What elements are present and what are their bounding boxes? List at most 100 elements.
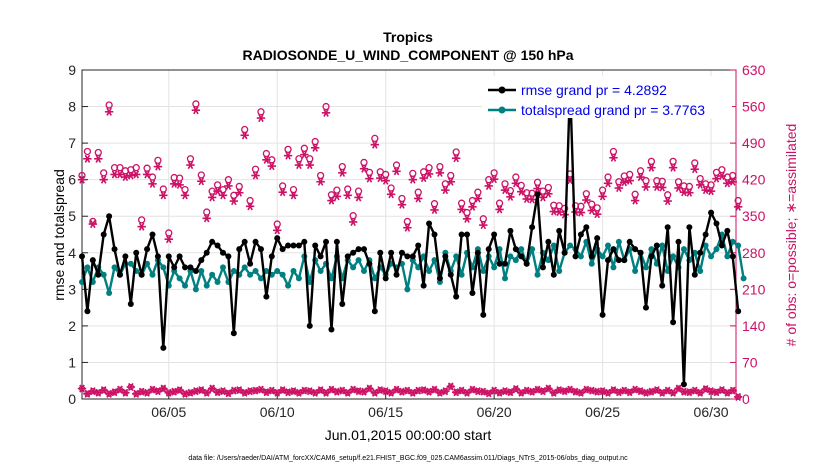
spread-point: [518, 246, 525, 253]
rmse-point: [675, 238, 682, 245]
obs-assimilated-point-stroke: [626, 176, 633, 185]
obs-possible-point: [284, 145, 292, 154]
obs-possible-point: [197, 171, 205, 179]
rmse-point: [518, 253, 525, 260]
obs-low-ring: [133, 390, 140, 397]
spread-point: [360, 268, 367, 275]
obs-assimilated-point: [169, 179, 179, 188]
obs-possible-point: [409, 169, 417, 178]
obs-assimilated-point: [479, 221, 488, 230]
obs-assimilated-point-stroke: [241, 131, 248, 140]
rmse-point: [219, 249, 226, 256]
rmse-point: [84, 308, 91, 315]
rmse-point: [621, 257, 628, 264]
obs-low-ring: [534, 386, 541, 393]
obs-assimilated-point: [424, 169, 434, 178]
obs-assimilated-point-stroke: [269, 162, 275, 171]
obs-possible-point: [224, 176, 233, 184]
obs-low-ring: [669, 389, 677, 396]
obs-assimilated-point-stroke: [567, 176, 573, 185]
obs-low-ring: [187, 389, 194, 396]
rmse-point: [501, 260, 508, 267]
obs-low-ring: [496, 389, 503, 396]
obs-possible-point: [544, 183, 553, 192]
obs-low-ring: [469, 386, 476, 393]
obs-assimilated-point: [495, 205, 504, 214]
obs-low-ring: [404, 387, 411, 394]
obs-low-ring: [729, 387, 736, 394]
obs-possible-point: [436, 162, 444, 171]
obs-assimilated-point-stroke: [317, 177, 324, 186]
obs-possible-point: [143, 164, 151, 172]
rmse-point: [469, 289, 476, 296]
obs-possible-point: [447, 171, 455, 180]
obs-assimilated-point: [262, 155, 271, 164]
obs-possible-point: [642, 177, 650, 185]
obs-possible-point: [582, 190, 590, 198]
obs-possible-point: [457, 199, 466, 207]
obs-assimilated-point: [386, 190, 396, 199]
obs-assimilated-point-stroke: [664, 197, 671, 206]
obs-possible-point: [691, 159, 699, 167]
rmse-point: [388, 249, 395, 256]
obs-assimilated-point-stroke: [382, 176, 389, 185]
obs-possible-point: [669, 157, 677, 166]
rmse-point: [545, 238, 552, 245]
spread-point: [371, 275, 378, 282]
obs-low-ring: [626, 389, 633, 396]
spread-point: [680, 246, 687, 253]
obs-low-ring: [279, 386, 286, 394]
obs-low-ring: [420, 386, 427, 394]
obs-assimilated-point-stroke: [442, 186, 449, 195]
rmse-point: [480, 311, 487, 318]
obs-assimilated-point: [316, 177, 325, 186]
obs-possible-point: [403, 217, 412, 226]
rmse-point: [187, 264, 194, 271]
obs-assimilated-point-stroke: [431, 205, 438, 214]
rmse-point: [659, 282, 666, 289]
obs-low-ring: [490, 387, 498, 394]
spread-point: [214, 279, 221, 286]
spread-point: [615, 238, 622, 245]
obs-low-ring: [127, 383, 134, 391]
obs-assimilated-point: [489, 175, 499, 184]
obs-assimilated-point: [245, 202, 255, 211]
obs-low-ring: [724, 389, 731, 396]
obs-assimilated-point-stroke: [621, 178, 628, 187]
obs-assimilated-point: [278, 188, 287, 197]
rmse-point: [371, 308, 378, 315]
spread-point: [577, 253, 584, 260]
obs-low-ring: [339, 387, 346, 394]
spread-point: [306, 279, 313, 286]
chart-title: Tropics: [383, 29, 433, 45]
obs-assimilated-point-stroke: [708, 187, 714, 196]
obs-assimilated-point-stroke: [480, 221, 487, 230]
y-tick-label-right: 560: [742, 99, 766, 115]
spread-point: [252, 268, 259, 275]
obs-assimilated-point: [468, 202, 477, 211]
obs-assimilated-point-stroke: [697, 180, 704, 189]
obs-possible-point: [246, 196, 254, 205]
rmse-point: [447, 271, 454, 278]
rmse-point: [360, 246, 367, 253]
obs-assimilated-point: [696, 180, 705, 189]
obs-low-ring: [208, 385, 216, 392]
y-tick-label-left: 3: [68, 281, 76, 297]
obs-possible-point: [181, 185, 189, 194]
obs-assimilated-point: [289, 191, 298, 200]
rmse-point: [154, 253, 161, 260]
obs-assimilated-point-stroke: [632, 196, 638, 205]
y-tick-label-right: 490: [742, 135, 766, 151]
obs-low-ring: [480, 388, 487, 395]
rmse-point: [724, 227, 731, 234]
obs-assimilated-point-stroke: [404, 223, 411, 232]
rmse-point: [301, 238, 308, 245]
spread-point: [545, 257, 552, 264]
obs-assimilated-point-stroke: [502, 186, 508, 195]
obs-possible-point: [235, 182, 243, 191]
obs-assimilated-point: [723, 179, 732, 188]
rmse-point: [523, 260, 530, 267]
obs-assimilated-point-stroke: [556, 208, 563, 217]
rmse-point: [670, 319, 677, 326]
rmse-point: [729, 253, 736, 260]
